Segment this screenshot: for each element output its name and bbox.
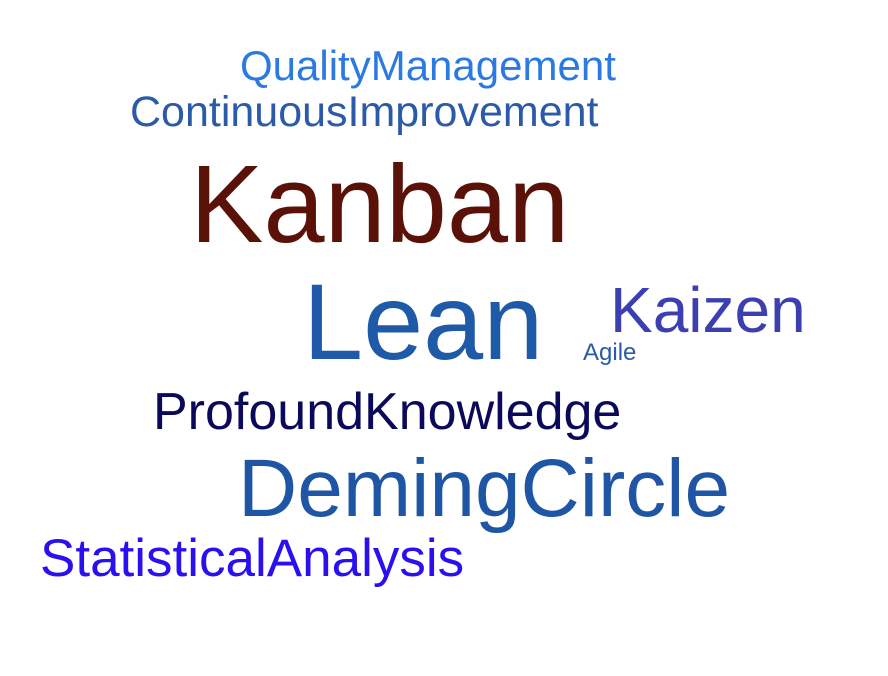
word-lean: Lean xyxy=(303,261,544,382)
word-agile: Agile xyxy=(583,339,637,366)
word-kanban: Kanban xyxy=(190,143,570,266)
word-continuous-improvement: ContinuousImprovement xyxy=(130,88,599,136)
word-profound-knowledge: ProfoundKnowledge xyxy=(153,383,622,441)
word-statistical-analysis: StatisticalAnalysis xyxy=(40,529,465,588)
word-kaizen: Kaizen xyxy=(610,274,806,346)
word-deming-circle: DemingCircle xyxy=(238,443,731,534)
word-quality-management: QualityManagement xyxy=(240,42,616,89)
